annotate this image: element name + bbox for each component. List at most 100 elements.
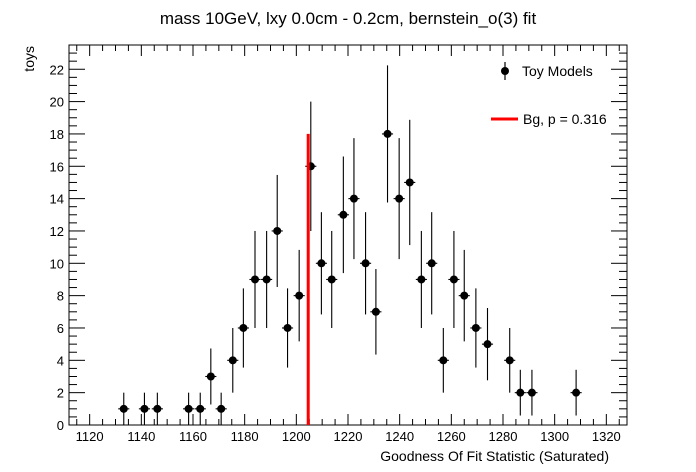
data-point	[249, 230, 261, 328]
y-tick-label: 20	[50, 95, 64, 110]
x-tick-label: 1160	[179, 429, 207, 444]
y-tick-label: 10	[50, 256, 64, 271]
data-point	[514, 369, 526, 416]
x-tick-label: 1140	[127, 429, 155, 444]
marker	[196, 404, 205, 413]
y-tick-label: 2	[57, 386, 64, 401]
x-tick-label: 1320	[592, 429, 621, 444]
x-tick-label: 1200	[282, 429, 311, 444]
marker	[471, 323, 480, 332]
marker	[527, 388, 536, 397]
marker	[417, 275, 426, 284]
marker	[273, 226, 282, 235]
marker	[427, 259, 436, 268]
data-point	[293, 249, 305, 342]
x-axis-label: Goodness Of Fit Statistic (Saturated)	[380, 448, 609, 464]
y-tick-label: 12	[50, 224, 64, 239]
marker	[405, 178, 414, 187]
data-point	[381, 65, 394, 203]
chart-title: mass 10GeV, lxy 0.0cm - 0.2cm, bernstein…	[160, 9, 537, 28]
marker	[295, 291, 304, 300]
y-tick-label: 22	[50, 62, 64, 77]
data-point	[470, 288, 482, 368]
marker	[184, 404, 193, 413]
data-point	[481, 307, 494, 381]
marker	[516, 388, 525, 397]
marker	[383, 129, 392, 138]
marker	[140, 404, 149, 413]
data-point	[437, 327, 449, 393]
x-tick-label: 1300	[540, 429, 569, 444]
data-point	[138, 392, 150, 425]
data-point	[504, 327, 516, 393]
marker	[349, 194, 358, 203]
y-axis: 0 2 4 6 8 10 12 14 16 18 20 22	[50, 52, 627, 433]
marker	[572, 388, 581, 397]
marker	[449, 275, 458, 284]
y-tick-label: 0	[57, 418, 64, 433]
plot-frame	[68, 44, 628, 426]
marker	[206, 372, 215, 381]
data-point	[194, 392, 206, 425]
x-tick-label: 1260	[437, 429, 466, 444]
marker	[153, 404, 162, 413]
data-point	[415, 230, 427, 328]
data-point	[118, 392, 130, 425]
y-tick-label: 16	[50, 159, 64, 174]
x-tick-label: 1220	[334, 429, 363, 444]
y-tick-label: 6	[57, 321, 64, 336]
marker	[339, 210, 348, 219]
legend-label-toy-models: Toy Models	[522, 63, 593, 79]
marker	[395, 194, 404, 203]
x-tick-label: 1120	[76, 429, 104, 444]
x-tick-label: 1240	[385, 429, 414, 444]
legend-marker-toy-models-dot	[501, 67, 509, 75]
legend-label-bg: Bg, p = 0.316	[523, 111, 607, 127]
x-axis: 1120 1140 1160 1180 1200 1220 1240 1260 1280 1300…	[76, 45, 621, 444]
data-point	[458, 249, 470, 342]
marker	[361, 259, 370, 268]
marker	[483, 340, 492, 349]
x-tick-label: 1280	[489, 429, 518, 444]
marker	[217, 404, 226, 413]
data-point	[271, 174, 283, 287]
marker	[327, 275, 336, 284]
data-point	[261, 230, 273, 328]
data-point	[370, 269, 382, 355]
data-point	[151, 392, 163, 425]
data-point	[183, 392, 195, 425]
data-point	[570, 369, 582, 416]
y-tick-label: 8	[57, 289, 64, 304]
y-axis-label: toys	[21, 46, 37, 72]
data-point	[448, 230, 460, 328]
data-point	[526, 369, 538, 416]
data-point	[404, 119, 416, 246]
marker	[460, 291, 469, 300]
data-point	[426, 212, 438, 315]
marker	[262, 275, 271, 284]
data-point	[337, 156, 349, 274]
marker	[439, 356, 448, 365]
data-point	[205, 348, 217, 405]
marker	[505, 356, 514, 365]
x-tick-label: 1180	[231, 429, 259, 444]
marker	[228, 356, 237, 365]
y-tick-label: 14	[50, 192, 64, 207]
data-point	[315, 212, 327, 315]
legend: Toy Models Bg, p = 0.316	[491, 62, 607, 127]
plot-area-border	[68, 44, 628, 426]
marker	[251, 275, 259, 284]
data-point	[237, 288, 249, 368]
data-point	[227, 327, 239, 393]
data-point	[281, 288, 294, 368]
data-point	[326, 230, 338, 328]
marker	[283, 323, 292, 332]
marker	[317, 259, 326, 268]
data-point	[348, 138, 360, 260]
data-point	[215, 392, 227, 425]
marker	[119, 404, 128, 413]
y-tick-label: 18	[50, 127, 64, 142]
y-tick-label: 4	[57, 353, 64, 368]
data-point	[393, 138, 405, 260]
